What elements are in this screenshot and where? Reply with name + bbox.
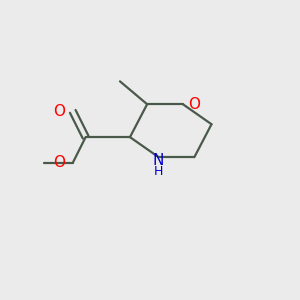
Text: O: O <box>54 155 66 170</box>
Text: O: O <box>54 104 66 119</box>
Text: N: N <box>153 152 164 167</box>
Text: H: H <box>154 165 163 178</box>
Text: O: O <box>188 97 200 112</box>
